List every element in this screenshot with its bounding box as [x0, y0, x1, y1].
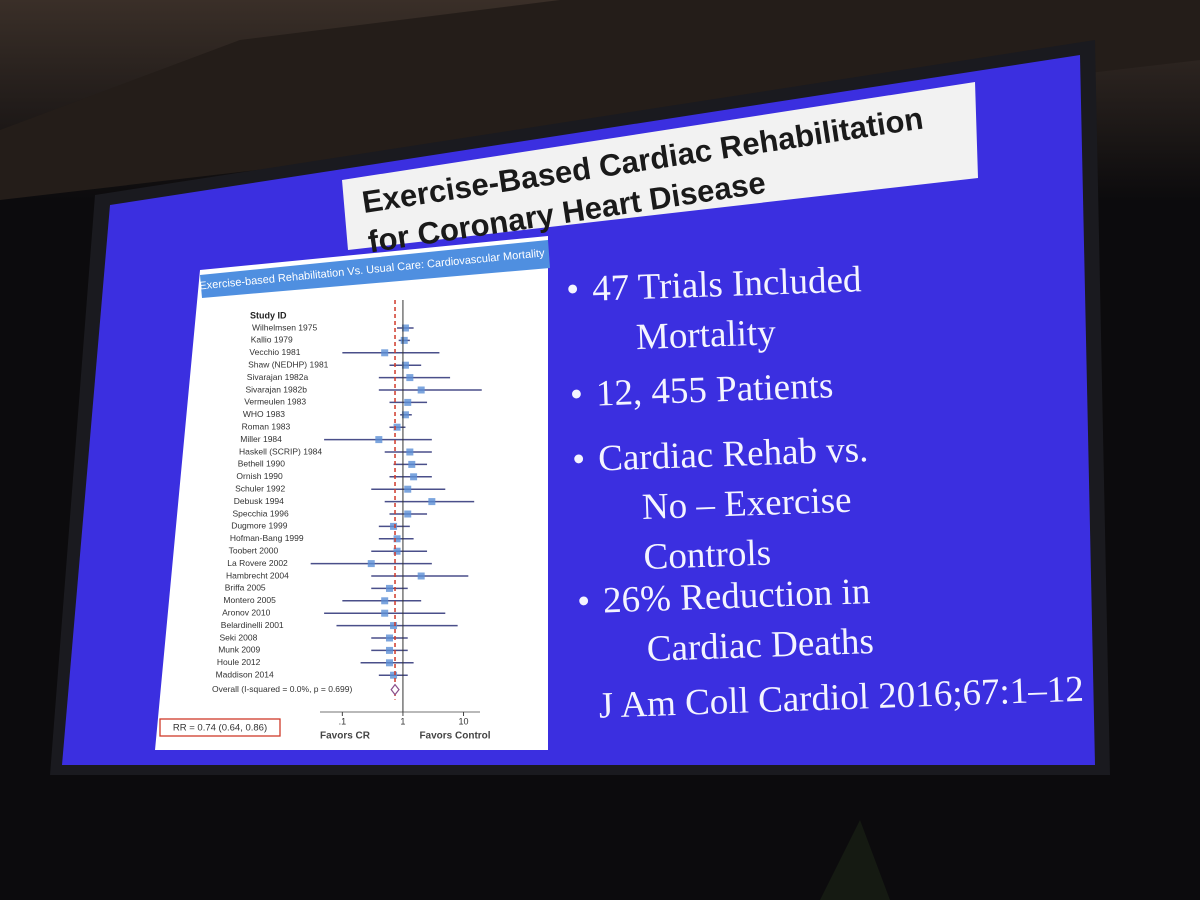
- forest-header: [200, 240, 550, 298]
- forest-panel: [155, 236, 548, 750]
- study-label: Munk 2009: [218, 645, 260, 655]
- bullet-line: Cardiac Rehab vs.: [597, 429, 869, 479]
- estimate-point: [408, 460, 416, 468]
- x-tick-label: .1: [339, 716, 347, 726]
- study-label: Aronov 2010: [222, 607, 270, 617]
- estimate-point: [400, 336, 408, 344]
- plant: [820, 820, 890, 900]
- summary-label: RR = 0.74 (0.64, 0.86): [173, 723, 267, 734]
- estimate-point: [401, 361, 409, 369]
- study-label: Montero 2005: [223, 595, 276, 605]
- estimate-point: [393, 535, 401, 543]
- estimate-point: [406, 448, 414, 456]
- title-box: [342, 82, 978, 250]
- study-label: Miller 1984: [240, 434, 282, 444]
- estimate-point: [390, 622, 398, 630]
- estimate-point: [393, 423, 401, 431]
- estimate-point: [417, 386, 425, 394]
- x-tick-label: 10: [459, 716, 469, 726]
- estimate-point: [406, 374, 414, 382]
- estimate-point: [404, 510, 412, 518]
- ceiling-panel: [0, 0, 1200, 200]
- study-label: Toobert 2000: [229, 545, 279, 555]
- bullet-line: Cardiac Deaths: [646, 621, 874, 670]
- estimate-point: [385, 584, 393, 592]
- estimate-point: [390, 671, 398, 679]
- study-label: Specchia 1996: [233, 508, 290, 518]
- summary-box: [159, 718, 281, 737]
- estimate-point: [375, 436, 383, 444]
- bullet-dot: •: [566, 269, 580, 310]
- bullet-line: No – Exercise: [641, 480, 852, 528]
- study-label: Vermeulen 1983: [244, 397, 306, 407]
- estimate-point: [404, 485, 412, 493]
- study-label: Ornish 1990: [236, 471, 283, 481]
- bullet-line: Mortality: [635, 312, 777, 358]
- overall-label: Overall (I-squared = 0.0%, p = 0.699): [212, 684, 352, 694]
- estimate-point: [390, 522, 398, 530]
- overall-diamond: [390, 683, 400, 696]
- study-label: WHO 1983: [243, 409, 285, 419]
- x-label: Favors Control: [419, 731, 490, 742]
- study-label: Houle 2012: [217, 657, 261, 667]
- estimate-point: [381, 597, 389, 605]
- study-label: Bethell 1990: [238, 459, 286, 469]
- study-label: Roman 1983: [242, 421, 291, 431]
- study-label: Belardinelli 2001: [221, 620, 284, 630]
- estimate-point: [385, 659, 393, 667]
- study-label: Sivarajan 1982a: [247, 372, 309, 382]
- study-label: Kallio 1979: [251, 335, 293, 345]
- estimate-point: [401, 411, 409, 419]
- estimate-point: [417, 572, 425, 580]
- x-tick-label: 1: [400, 716, 405, 726]
- study-label: Wilhelmsen 1975: [252, 322, 317, 332]
- estimate-point: [381, 349, 389, 357]
- bullet-line: 26% Reduction in: [602, 571, 870, 621]
- study-label: Debusk 1994: [234, 496, 284, 506]
- study-label: Briffa 2005: [225, 583, 266, 593]
- forest-plot: Study ID Wilhelmsen 1975 Kallio 1979 Vecchi…: [159, 300, 491, 742]
- estimate-point: [404, 398, 412, 406]
- bullet-dot: •: [576, 581, 590, 622]
- column-header: Study ID: [250, 310, 287, 320]
- study-label: Dugmore 1999: [231, 521, 288, 531]
- estimate-point: [385, 646, 393, 654]
- estimate-point: [393, 547, 401, 555]
- bullet-line: 12, 455 Patients: [595, 365, 834, 414]
- study-label: Hambrecht 2004: [226, 570, 289, 580]
- estimate-point: [381, 609, 389, 617]
- bullet-dot: •: [571, 439, 585, 480]
- estimate-point: [410, 473, 418, 481]
- study-label: Shaw (NEDHP) 1981: [248, 359, 329, 369]
- study-label: Sivarajan 1982b: [246, 384, 308, 394]
- study-label: Hofman-Bang 1999: [230, 533, 304, 543]
- estimate-point: [428, 498, 436, 506]
- bullet-dot: •: [569, 374, 583, 415]
- study-label: Vecchio 1981: [249, 347, 300, 357]
- bullet-line: Controls: [643, 533, 772, 578]
- estimate-point: [367, 560, 375, 568]
- estimate-point: [385, 634, 393, 642]
- study-label: Maddison 2014: [216, 669, 274, 679]
- estimate-point: [401, 324, 409, 332]
- study-label: La Rovere 2002: [227, 558, 288, 568]
- study-label: Haskell (SCRIP) 1984: [239, 446, 322, 456]
- study-label: Seki 2008: [220, 632, 258, 642]
- bullet-line: 47 Trials Included: [592, 259, 863, 309]
- study-label: Schuler 1992: [235, 483, 285, 493]
- x-label: Favors CR: [320, 731, 371, 742]
